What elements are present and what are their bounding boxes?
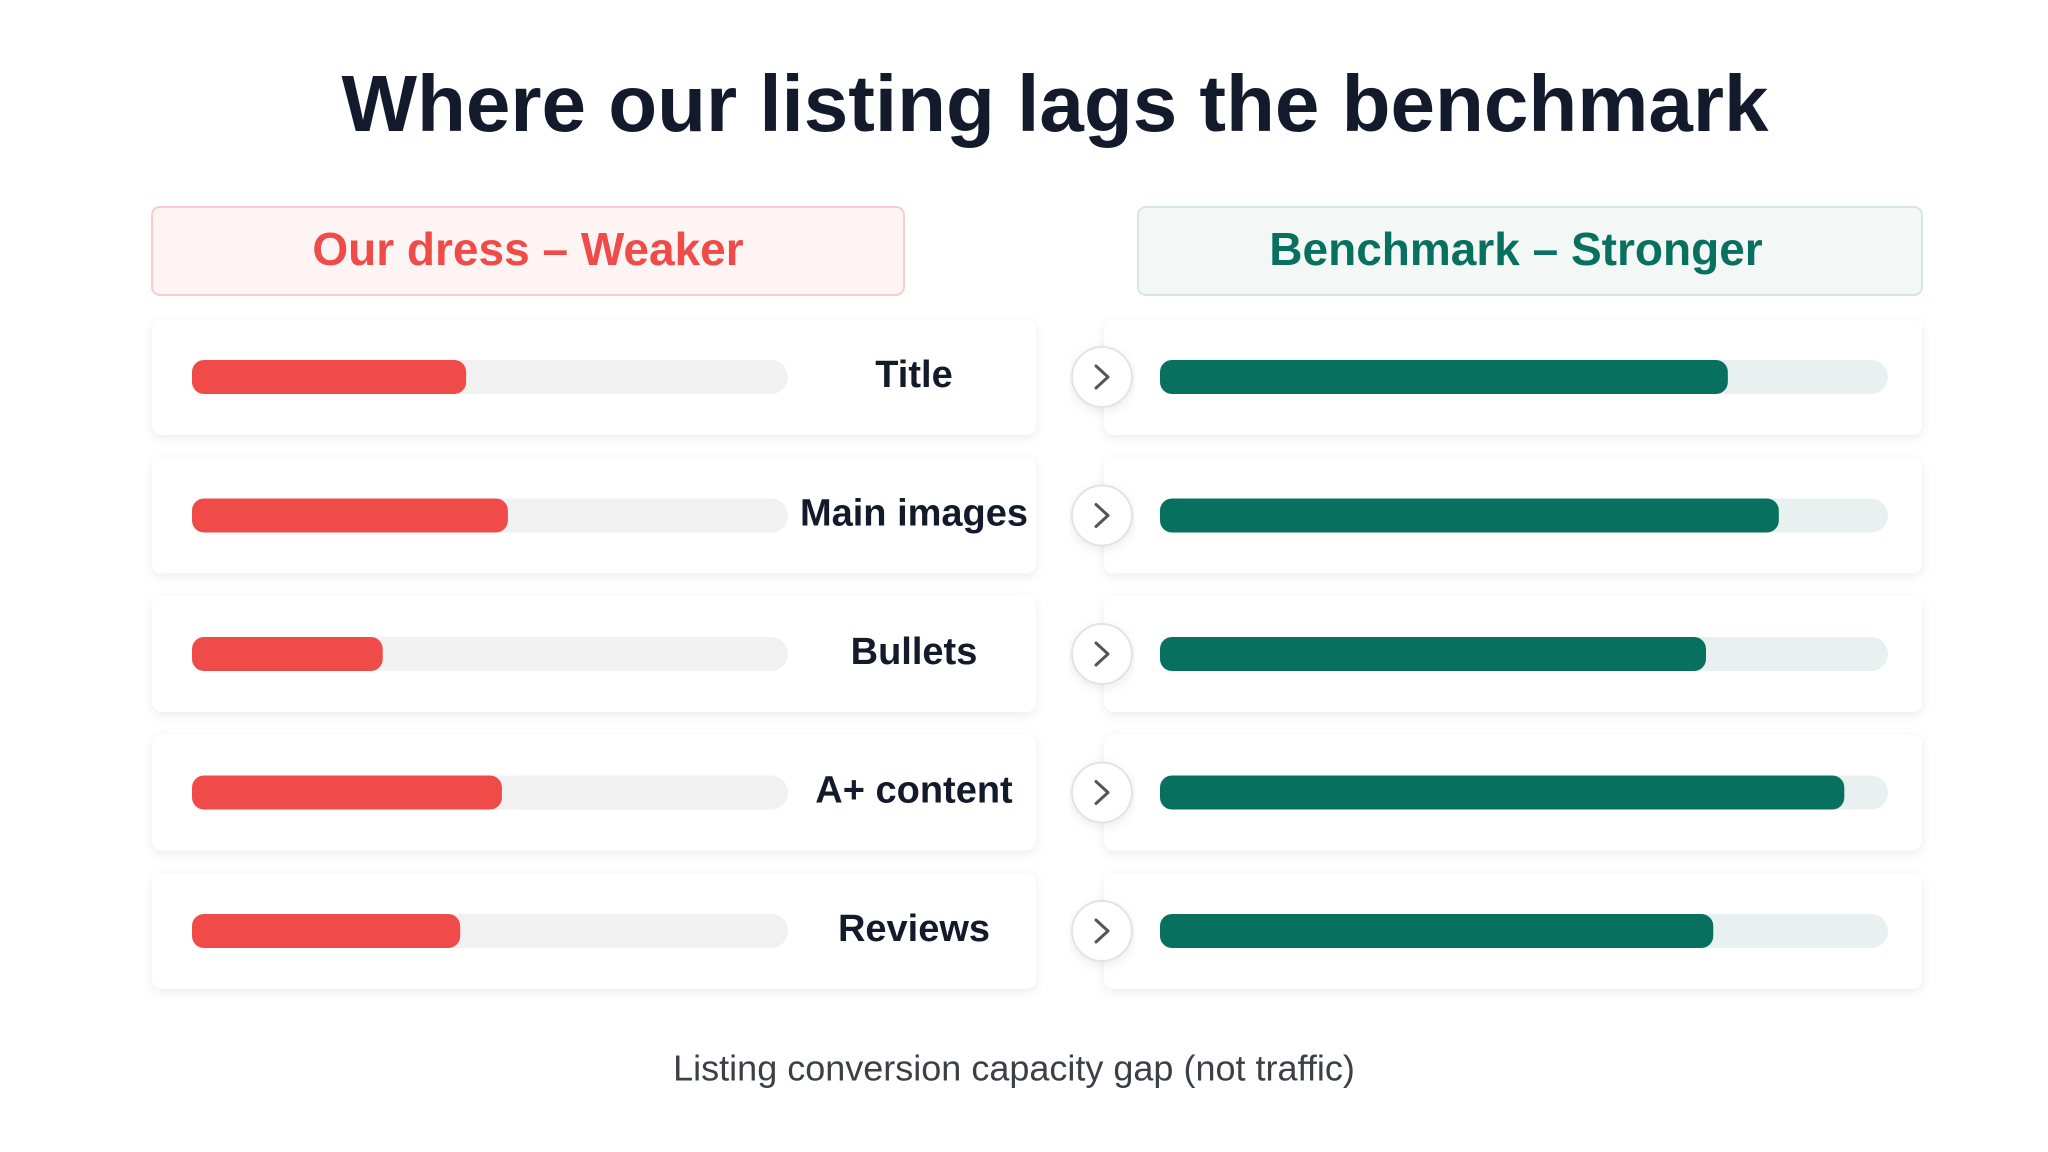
- chevron-button: [1071, 346, 1133, 408]
- legend-box: [1137, 206, 1923, 296]
- rows: Title Main images Bullets A+ content Reviews: [152, 319, 1922, 989]
- legend-label: Our dress – Weaker: [312, 223, 743, 275]
- chevron-button: [1071, 623, 1133, 685]
- legend-box: [151, 206, 905, 296]
- bar: [1160, 360, 1728, 394]
- caption: Listing conversion capacity gap (not tra…: [673, 1048, 1355, 1089]
- chevron-button: [1071, 761, 1133, 824]
- bar: [1160, 637, 1706, 671]
- bar: [192, 360, 467, 394]
- chart-title: Where our listing lags the benchmark: [342, 59, 1769, 148]
- bar: [192, 498, 508, 533]
- chevron: [1094, 364, 1110, 390]
- bar: [192, 637, 383, 671]
- bar: [1160, 914, 1714, 948]
- chevron-button: [1071, 484, 1133, 547]
- legend-label: Benchmark – Stronger: [1269, 223, 1762, 275]
- bar: [192, 914, 461, 948]
- category-label: Bullets: [851, 631, 978, 673]
- chevron: [1094, 918, 1110, 944]
- chevron: [1094, 503, 1110, 528]
- category-label: Title: [875, 354, 952, 396]
- category-label: Main images: [800, 493, 1028, 535]
- category-label: A+ content: [815, 770, 1013, 812]
- chevron: [1094, 780, 1110, 805]
- bar: [1160, 775, 1845, 810]
- category-label: Reviews: [838, 908, 990, 950]
- chevron-button: [1071, 900, 1133, 962]
- bar: [192, 775, 502, 810]
- bar: [1160, 498, 1779, 533]
- chevron: [1094, 641, 1110, 667]
